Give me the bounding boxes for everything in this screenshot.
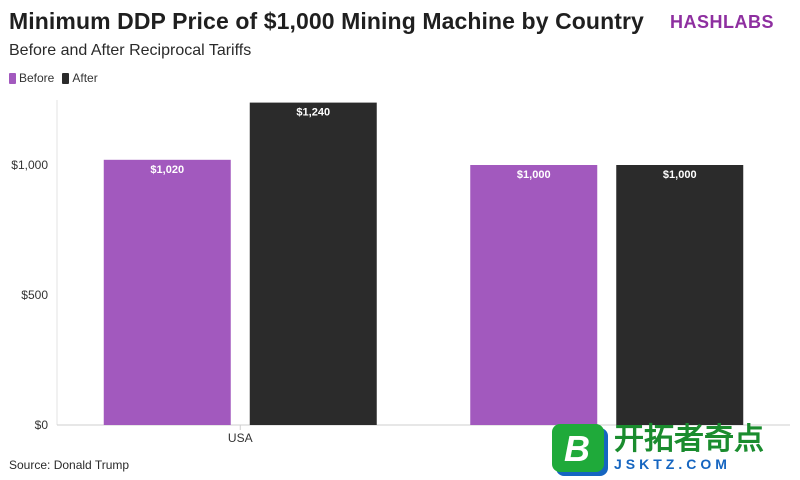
data-label: $1,020 (150, 164, 184, 176)
bar-after (616, 165, 744, 425)
y-tick-label: $0 (35, 418, 49, 432)
watermark-logo-icon: B (552, 424, 604, 472)
legend-swatch-after (62, 72, 70, 84)
legend-label-before: Before (19, 71, 55, 85)
watermark-en: JSKTZ.COM (614, 456, 731, 472)
bar-before (103, 159, 231, 426)
brand-logo: HASHLABS (669, 12, 774, 32)
legend-swatch-before (9, 72, 16, 84)
watermark-logo-letter: B (564, 428, 590, 469)
legend: Before After (9, 71, 106, 85)
y-tick-label: $1,000 (11, 158, 48, 172)
bar-after (249, 102, 377, 425)
data-label: $1,000 (663, 169, 697, 181)
source-note: Source: Donald Trump (9, 458, 130, 472)
chart-title: Minimum DDP Price of $1,000 Mining Machi… (9, 8, 644, 34)
watermark-text: 开拓者奇点 JSKTZ.COM (614, 422, 764, 473)
watermark: B 开拓者奇点 JSKTZ.COM (552, 420, 792, 476)
x-tick-label: USA (228, 431, 253, 445)
bar-before (470, 165, 598, 425)
legend-item-after: After (62, 71, 98, 85)
chart-subtitle: Before and After Reciprocal Tariffs (9, 42, 252, 59)
legend-item-before: Before (9, 71, 54, 85)
data-label: $1,000 (517, 169, 551, 181)
legend-label-after: After (72, 71, 98, 85)
watermark-cn: 开拓者奇点 (614, 422, 764, 457)
data-label: $1,240 (296, 107, 330, 119)
y-tick-label: $500 (21, 288, 48, 302)
